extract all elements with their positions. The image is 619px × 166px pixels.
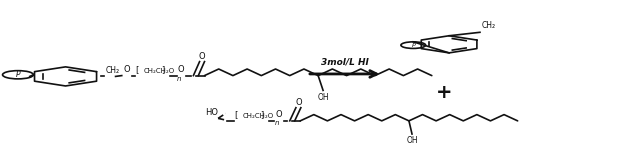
Text: P: P: [15, 70, 20, 79]
Text: n: n: [275, 120, 279, 126]
Text: CH₂: CH₂: [482, 21, 496, 30]
Text: n: n: [176, 76, 181, 82]
Text: P: P: [412, 43, 415, 48]
Text: OH: OH: [318, 93, 329, 102]
Text: HO: HO: [205, 108, 218, 117]
Text: O: O: [178, 65, 184, 74]
Text: +: +: [436, 83, 452, 102]
Text: 3mol/L HI: 3mol/L HI: [321, 58, 369, 67]
Text: CH₂CH₂O: CH₂CH₂O: [144, 68, 175, 74]
Text: O: O: [295, 98, 301, 107]
Text: O: O: [199, 52, 206, 61]
Text: CH₂: CH₂: [106, 66, 120, 75]
Text: CH₂CH₂O: CH₂CH₂O: [243, 113, 274, 119]
Text: [: [: [136, 65, 139, 74]
Text: [: [: [234, 110, 238, 119]
Text: O: O: [123, 65, 130, 74]
Text: O: O: [275, 110, 282, 119]
Text: ]: ]: [162, 65, 165, 74]
Text: OH: OH: [406, 136, 418, 145]
Text: ]: ]: [260, 110, 263, 119]
